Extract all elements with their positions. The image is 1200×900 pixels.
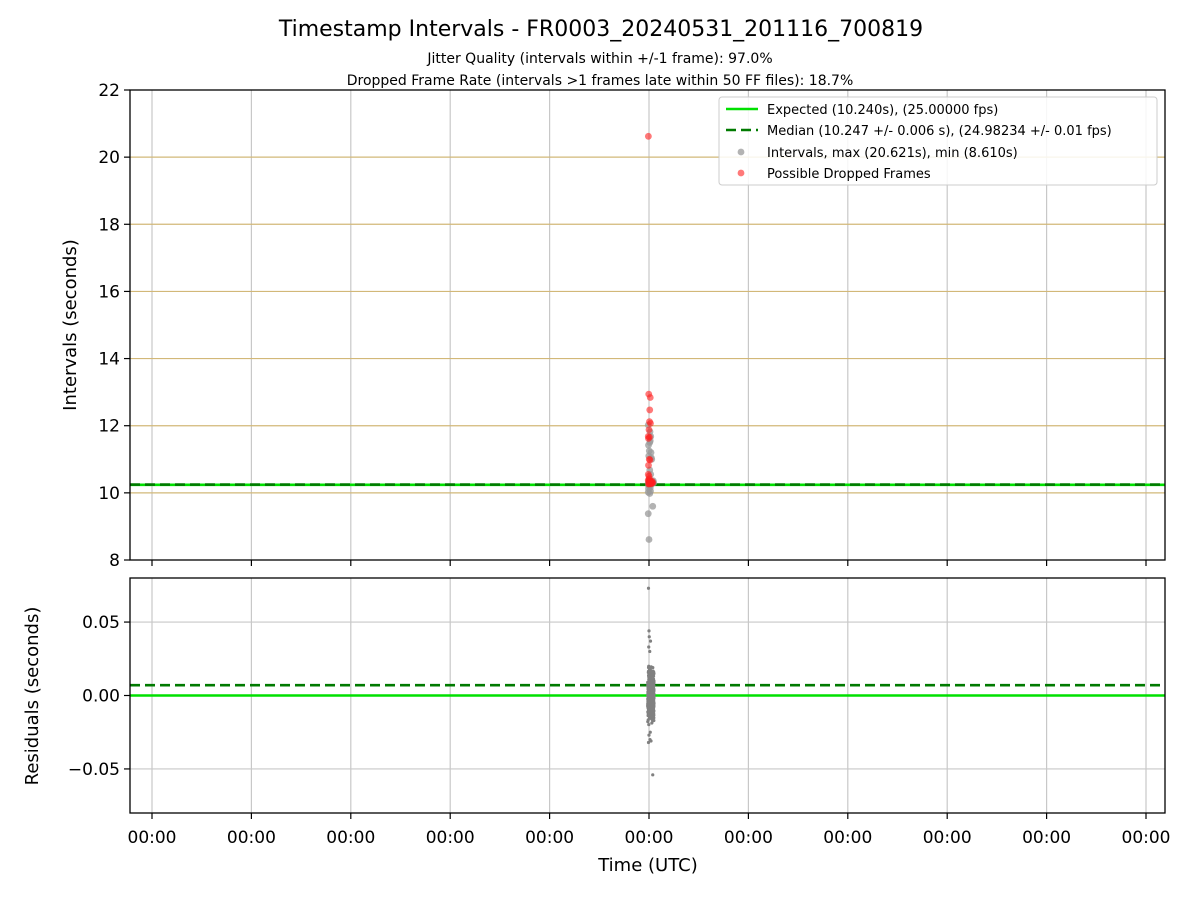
dropped-frame-point <box>646 406 654 414</box>
y-tick-label: 8 <box>109 551 120 571</box>
top-y-axis-label: Intervals (seconds) <box>60 239 81 411</box>
residual-point <box>649 695 653 699</box>
residual-point <box>650 709 654 713</box>
y-tick-label: 0.05 <box>82 613 120 633</box>
residual-point <box>647 714 651 718</box>
residual-point <box>647 705 651 710</box>
residual-point <box>648 730 652 734</box>
x-tick-label: 00:00 <box>823 828 872 848</box>
residual-point <box>648 686 653 690</box>
legend-intervals-label: Intervals, max (20.621s), min (8.610s) <box>767 146 1018 161</box>
intervals-panel: 8 10 12 14 16 18 20 22 <box>98 81 1166 571</box>
residual-point <box>651 688 655 693</box>
legend: Expected (10.240s), (25.00000 fps) Median… <box>718 96 1158 186</box>
dropped-frame-point <box>645 461 652 469</box>
residual-point <box>647 635 651 639</box>
residual-point <box>651 699 655 703</box>
legend-median-label: Median (10.247 +/- 0.006 s), (24.98234 +… <box>767 124 1112 139</box>
residual-point <box>647 709 651 713</box>
plot-frame <box>129 89 1166 561</box>
x-tick-label: 00:00 <box>724 828 773 848</box>
x-tick-label: 00:00 <box>128 828 177 848</box>
residual-point <box>647 645 651 649</box>
interval-point <box>649 502 657 510</box>
y-tick-label: 0.00 <box>82 687 120 707</box>
dropped-frame-point <box>647 419 654 427</box>
residual-point <box>652 694 656 699</box>
x-tick-label: 00:00 <box>227 828 276 848</box>
residual-point <box>649 678 653 682</box>
residual-point <box>650 721 654 725</box>
residual-point <box>651 713 656 717</box>
legend-box <box>718 96 1158 186</box>
x-tick-label: 00:00 <box>1022 828 1071 848</box>
residual-point <box>651 691 655 695</box>
residual-point <box>652 716 656 720</box>
y-tick-label: 14 <box>98 350 120 370</box>
bottom-y-axis-label: Residuals (seconds) <box>22 607 43 786</box>
dropped-frame-point <box>646 478 654 486</box>
legend-dropped-label: Possible Dropped Frames <box>767 167 931 182</box>
dropped-frame-point <box>646 394 654 401</box>
residual-point <box>647 664 651 668</box>
chart-title: Timestamp Intervals - FR0003_20240531_20… <box>278 17 923 42</box>
residual-point <box>649 665 653 669</box>
x-tick-label: 00:00 <box>326 828 375 848</box>
interval-point <box>645 536 653 543</box>
x-tick-label: 00:00 <box>923 828 972 848</box>
residual-point <box>646 586 651 590</box>
x-tick-label: 00:00 <box>525 828 574 848</box>
residual-point <box>649 739 653 743</box>
dropped-frame-point <box>646 456 654 464</box>
residual-point <box>652 670 656 674</box>
residual-point <box>646 740 651 745</box>
residual-point <box>647 733 651 737</box>
chart-subtitle-dropped: Dropped Frame Rate (intervals >1 frames … <box>347 73 854 89</box>
x-axis-label: Time (UTC) <box>597 855 698 876</box>
residual-point <box>648 639 653 643</box>
interval-point <box>645 441 652 449</box>
y-tick-label: 20 <box>98 148 120 168</box>
residual-point <box>648 700 652 704</box>
residual-point <box>651 704 656 708</box>
legend-intervals-swatch <box>737 148 745 156</box>
dropped-frame-point <box>645 426 653 434</box>
legend-expected-label: Expected (10.240s), (25.00000 fps) <box>767 103 998 118</box>
chart-subtitle-jitter: Jitter Quality (intervals within +/-1 fr… <box>426 51 772 67</box>
interval-point <box>647 449 655 456</box>
x-tick-label: 00:00 <box>1122 828 1171 848</box>
residual-point <box>647 629 651 633</box>
dropped-frame-point <box>646 433 653 441</box>
residual-point <box>647 722 651 727</box>
legend-dropped-swatch <box>737 169 745 177</box>
y-tick-label: 22 <box>98 81 120 101</box>
x-tick-label: 00:00 <box>426 828 475 848</box>
dropped-frame-point <box>644 132 652 140</box>
y-tick-label: 12 <box>98 417 120 437</box>
residual-point <box>646 720 650 724</box>
residual-point <box>648 649 652 654</box>
residual-point <box>646 670 650 675</box>
y-tick-label: 10 <box>98 484 120 504</box>
x-tick-label: 00:00 <box>625 828 674 848</box>
residuals-panel: −0.05 0.00 0.05 00:00 00:00 00:00 00:00 00:00 00… <box>68 577 1171 848</box>
residual-point <box>648 712 652 716</box>
interval-point <box>647 487 654 495</box>
y-tick-label: −0.05 <box>68 760 120 780</box>
residual-point <box>650 674 654 679</box>
y-tick-label: 18 <box>98 215 120 235</box>
residual-point <box>651 678 655 683</box>
interval-point <box>644 510 652 518</box>
residual-point <box>651 773 655 777</box>
residual-point <box>647 682 651 686</box>
y-tick-label: 16 <box>98 282 120 302</box>
